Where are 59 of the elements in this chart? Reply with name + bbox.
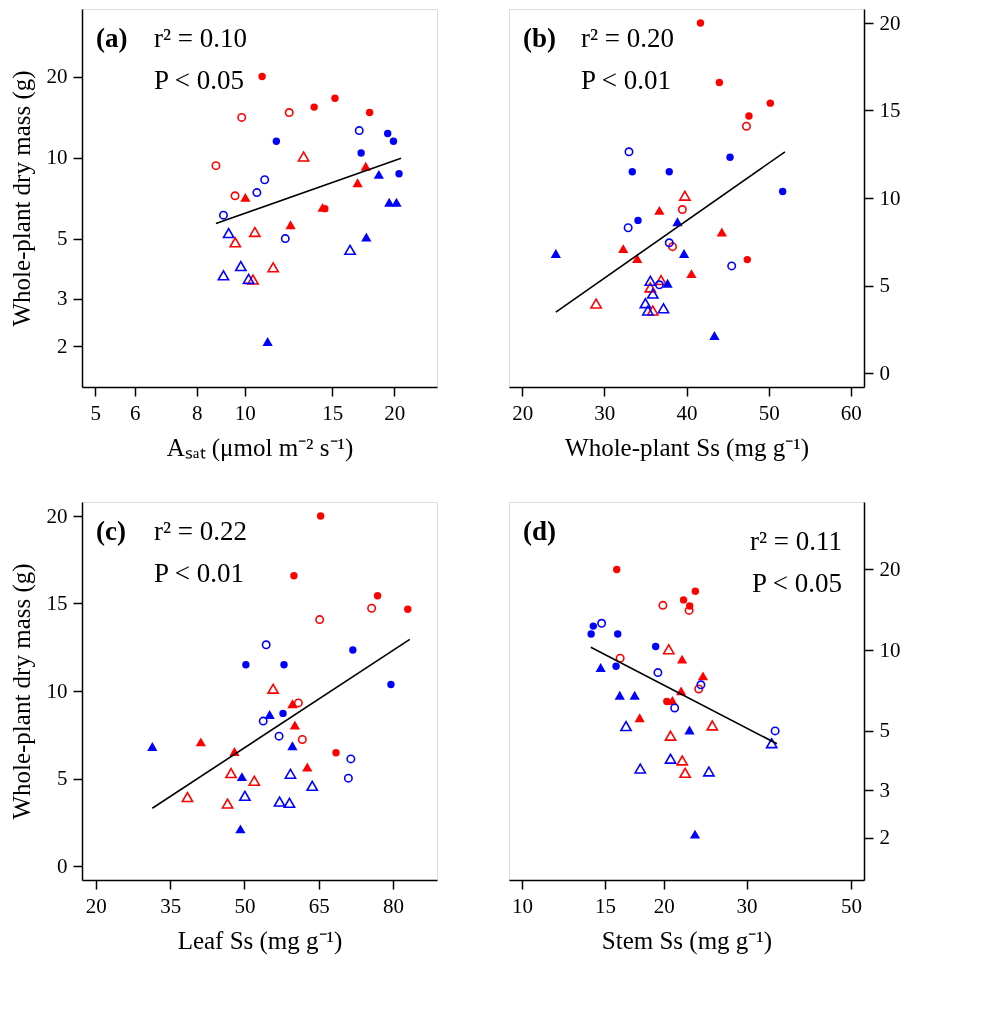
- annotation: P < 0.01: [581, 65, 671, 95]
- x-tick-label: 50: [840, 893, 862, 918]
- x-tick-label: 30: [736, 893, 758, 918]
- y-tick-label: 0: [57, 853, 68, 878]
- x-tick-label: 8: [191, 400, 203, 425]
- annotation: r² = 0.22: [154, 516, 248, 546]
- x-tick-label: 20: [85, 893, 107, 918]
- x-tick-label: 50: [234, 893, 256, 918]
- annotation: (b): [523, 23, 556, 53]
- x-tick-label: 80: [382, 893, 404, 918]
- x-tick-label: 60: [840, 400, 862, 425]
- x-axis-title: Aₛₐₜ (μmol m⁻² s⁻¹): [166, 433, 354, 462]
- x-axis-title: Leaf Ss (mg g⁻¹): [177, 926, 343, 955]
- y-tick-label: 15: [46, 591, 68, 615]
- x-tick-label: 15: [322, 400, 344, 425]
- x-tick-label: 20: [653, 893, 675, 918]
- y-tick-label: 2: [57, 333, 68, 358]
- annotation: (c): [96, 516, 126, 546]
- y-tick-label: 10: [46, 145, 68, 170]
- annotation: P < 0.01: [154, 558, 244, 588]
- x-tick-label: 40: [676, 400, 698, 425]
- x-tick-label: 15: [594, 893, 616, 918]
- annotation: r² = 0.11: [749, 526, 842, 556]
- y-tick-label: 10: [879, 637, 901, 662]
- y-tick-label: 20: [46, 503, 68, 528]
- y-axis-title: Whole-plant dry mass (g): [7, 70, 36, 327]
- annotation: P < 0.05: [154, 65, 244, 95]
- x-tick-label: 35: [160, 893, 182, 918]
- y-tick-label: 5: [879, 273, 890, 297]
- x-axis-title: Stem Ss (mg g⁻¹): [601, 926, 773, 955]
- x-tick-label: 20: [512, 400, 534, 425]
- y-axis-title: Whole-plant dry mass (g): [7, 563, 36, 820]
- y-tick-label: 3: [879, 777, 890, 802]
- y-tick-label: 5: [879, 718, 890, 743]
- y-tick-label: 20: [879, 10, 901, 35]
- y-tick-label: 0: [879, 360, 890, 385]
- x-tick-label: 65: [308, 893, 330, 918]
- y-tick-label: 2: [879, 825, 890, 850]
- y-tick-label: 20: [46, 64, 68, 89]
- x-tick-label: 6: [129, 400, 141, 425]
- y-tick-label: 5: [57, 226, 68, 251]
- annotation: P < 0.05: [752, 568, 842, 598]
- x-tick-label: 10: [234, 400, 256, 425]
- x-tick-label: 10: [512, 893, 534, 918]
- y-tick-label: 10: [879, 185, 901, 210]
- y-tick-label: 10: [46, 678, 68, 703]
- x-tick-label: 30: [594, 400, 616, 425]
- y-tick-label: 5: [57, 766, 68, 790]
- x-tick-label: 20: [384, 400, 406, 425]
- x-tick-label: 5: [90, 400, 102, 425]
- y-tick-label: 20: [879, 556, 901, 581]
- x-axis-title: Whole-plant Ss (mg g⁻¹): [565, 433, 809, 462]
- x-tick-label: 50: [758, 400, 780, 425]
- y-tick-label: 15: [879, 98, 901, 122]
- annotation: r² = 0.10: [154, 23, 248, 53]
- y-tick-label: 3: [57, 286, 68, 311]
- annotation: (d): [523, 516, 556, 546]
- annotation: r² = 0.20: [581, 23, 675, 53]
- annotation: (a): [96, 23, 128, 53]
